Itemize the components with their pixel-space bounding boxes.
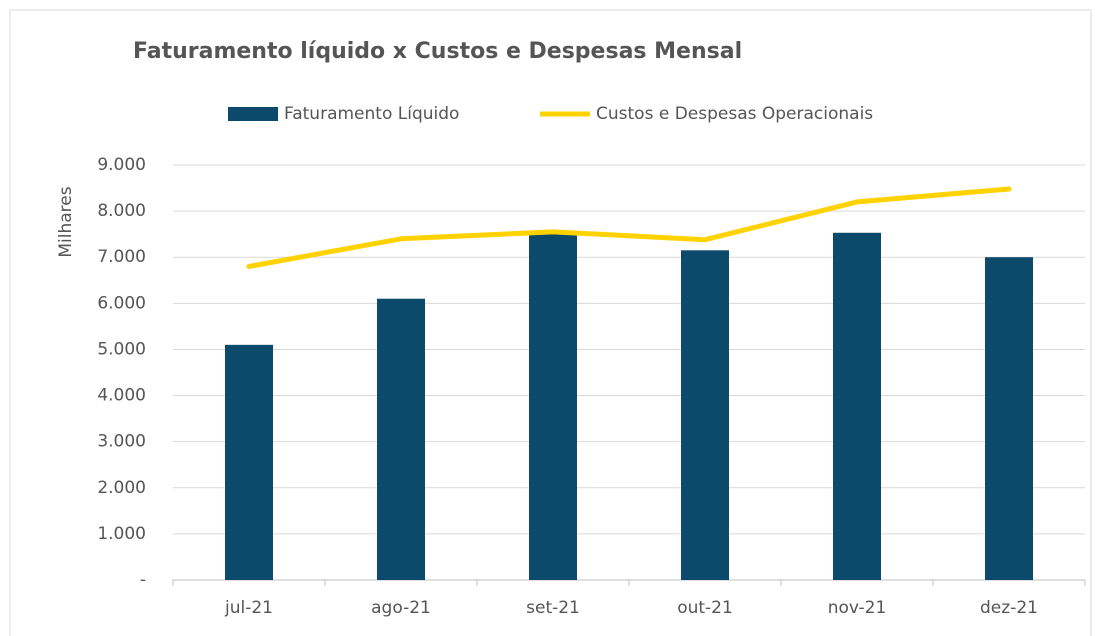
x-tick-label: nov-21 — [828, 598, 887, 618]
chart-title: Faturamento líquido x Custos e Despesas … — [133, 39, 742, 64]
bar — [225, 344, 273, 580]
line — [246, 186, 1012, 269]
bar — [833, 232, 881, 581]
y-axis-title: Milhares — [56, 186, 76, 257]
legend-swatch — [228, 107, 278, 121]
x-tick-label: ago-21 — [371, 598, 431, 618]
y-tick-label: 2.000 — [97, 478, 146, 498]
y-tick-label: 6.000 — [97, 293, 146, 313]
y-tick-label: 5.000 — [97, 339, 146, 359]
legend-label: Faturamento Líquido — [284, 104, 459, 124]
bar — [985, 257, 1033, 580]
x-tick-label: set-21 — [526, 598, 580, 618]
x-tick-label: jul-21 — [224, 598, 273, 618]
y-tick-label: 8.000 — [97, 201, 146, 221]
legend-label: Custos e Despesas Operacionais — [596, 104, 873, 124]
bar — [529, 231, 577, 580]
y-tick-label: 1.000 — [97, 524, 146, 544]
y-tick-label: 7.000 — [97, 247, 146, 267]
bar — [681, 250, 729, 581]
y-tick-label: 9.000 — [97, 155, 146, 175]
bar — [377, 298, 425, 580]
chart-border — [9, 9, 1092, 636]
x-tick-label: out-21 — [677, 598, 733, 618]
x-tick-label: dez-21 — [980, 598, 1038, 618]
y-tick-label: 4.000 — [97, 386, 146, 406]
y-tick-label: - — [140, 570, 146, 590]
y-tick-label: 3.000 — [97, 432, 146, 452]
